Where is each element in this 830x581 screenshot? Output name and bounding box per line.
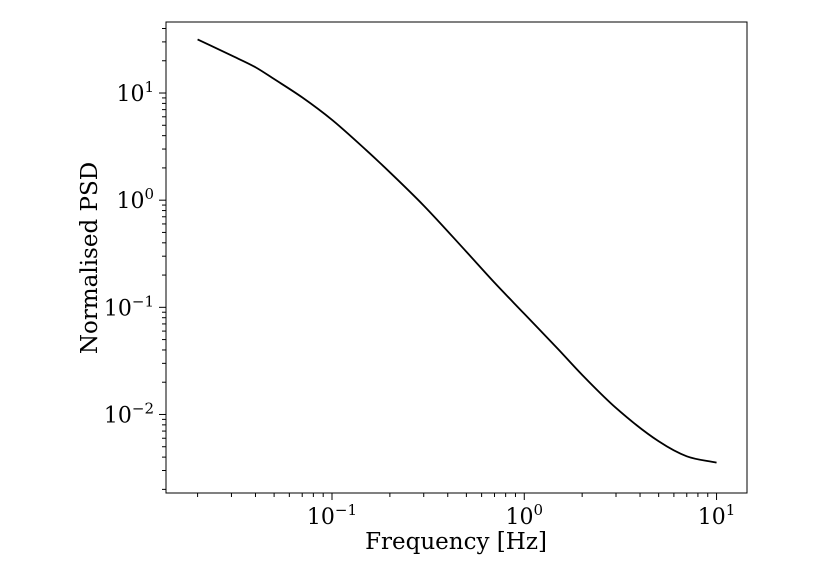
y-axis-ticks: 10−2 10−1 100 101	[104, 28, 166, 490]
x-tick-label: 100	[505, 501, 543, 530]
x-tick-label: 101	[698, 501, 736, 530]
x-axis-ticks: 10−1 100 101	[197, 493, 736, 530]
y-tick-label: 10−1	[104, 292, 154, 321]
x-tick-label: 10−1	[307, 501, 357, 530]
y-tick-label: 101	[116, 78, 154, 107]
plot-frame	[165, 21, 748, 494]
y-tick-label: 10−2	[104, 399, 154, 428]
psd-curve	[197, 38, 717, 464]
y-axis-label: Normalised PSD	[77, 162, 103, 354]
x-axis-label: Frequency [Hz]	[365, 529, 547, 555]
y-tick-label: 100	[116, 185, 154, 214]
